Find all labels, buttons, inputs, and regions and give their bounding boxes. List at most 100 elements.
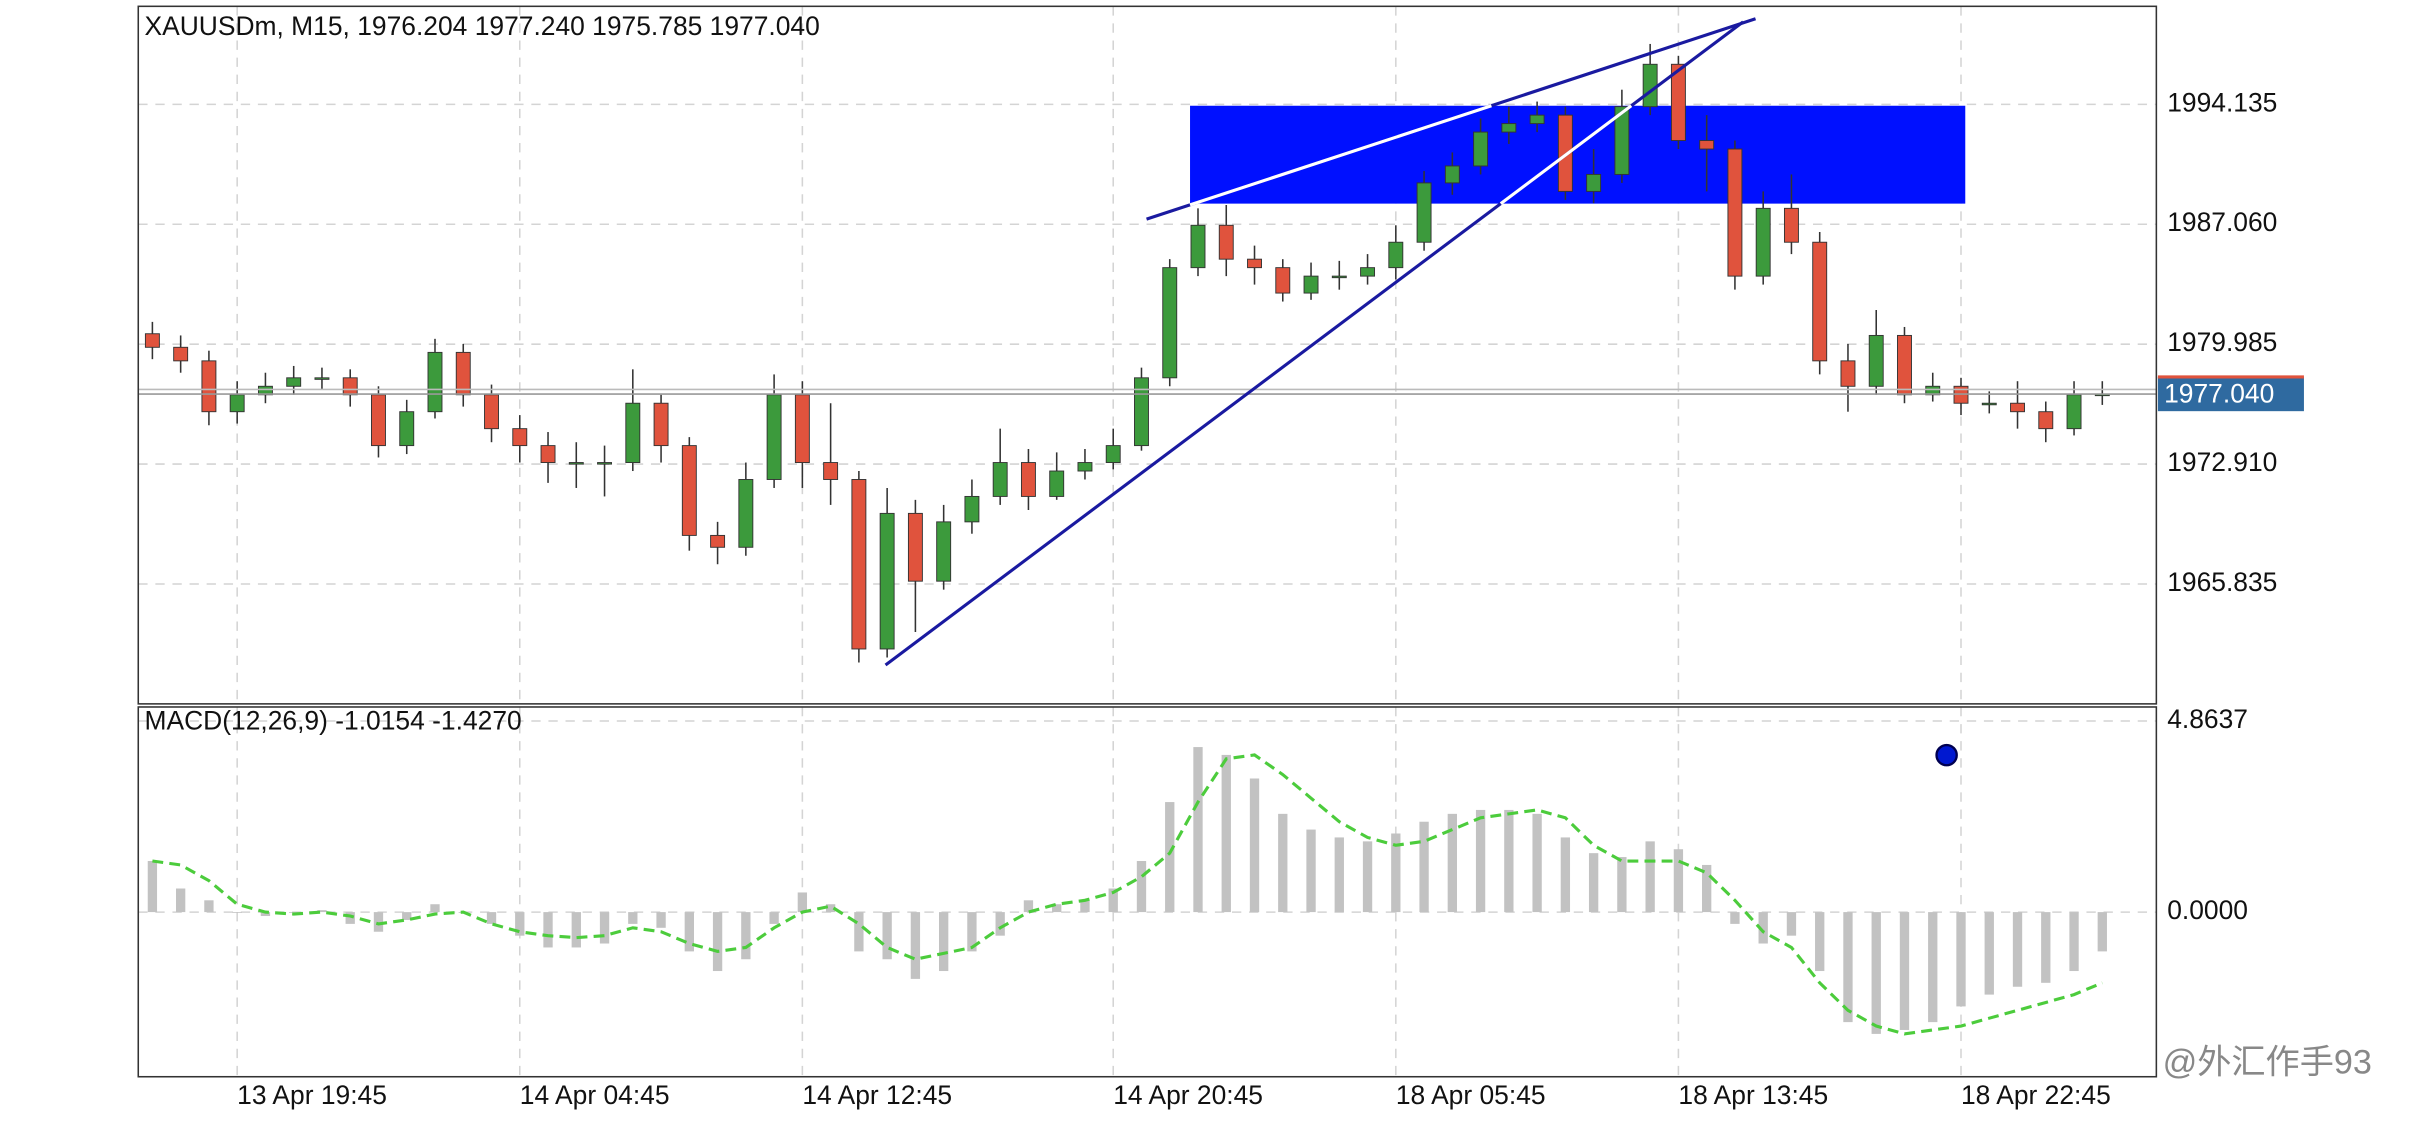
candle-body <box>936 521 952 582</box>
candle-body <box>1077 462 1093 472</box>
histogram-bar <box>1080 900 1090 913</box>
candle-body <box>286 377 302 387</box>
candle-body <box>1416 182 1432 243</box>
candle-body <box>342 377 358 396</box>
trendline <box>1189 104 1492 207</box>
histogram-bar <box>712 912 723 972</box>
histogram-bar <box>854 912 864 952</box>
histogram-bar <box>2069 912 2079 972</box>
histogram-bar <box>1165 802 1175 913</box>
histogram-bar <box>684 912 694 952</box>
candle-body <box>653 402 669 447</box>
histogram-bar <box>1362 841 1373 913</box>
histogram-bar <box>345 912 355 924</box>
candle-body <box>1614 106 1630 175</box>
trendline <box>1499 104 1633 205</box>
x-tick-label: 18 Apr 05:45 <box>1396 1080 1546 1110</box>
candle-body <box>1020 462 1036 497</box>
histogram-bar <box>1645 841 1655 913</box>
histogram-bar <box>599 912 610 944</box>
histogram-bar <box>628 912 638 924</box>
candle-body <box>540 445 556 464</box>
histogram-bar <box>1730 912 1740 924</box>
histogram-bar <box>656 912 666 928</box>
candle-body <box>1303 275 1319 294</box>
histogram-bar <box>571 912 581 948</box>
candle-body <box>1473 131 1489 167</box>
histogram-bar <box>1843 912 1853 1023</box>
main-frame <box>137 5 2158 705</box>
histogram-bar <box>543 912 553 948</box>
candle-body <box>851 479 867 650</box>
histogram-bar <box>1758 912 1768 944</box>
histogram-bar <box>289 912 299 913</box>
histogram-bar <box>1052 904 1062 913</box>
histogram-bar <box>147 861 158 913</box>
histogram-bar <box>1023 900 1034 913</box>
histogram-bar <box>995 912 1005 936</box>
candle-body <box>738 479 754 548</box>
watermark: @外汇作手93 <box>2163 1043 2372 1081</box>
histogram-bar <box>1560 837 1571 913</box>
candle-body <box>1812 241 1828 362</box>
histogram-bar <box>1588 853 1599 913</box>
candle-body <box>2066 394 2082 430</box>
histogram-bar <box>910 912 921 979</box>
candle-body <box>455 351 471 396</box>
candle-body <box>1049 470 1065 497</box>
zone-rectangle <box>1190 105 1966 204</box>
histogram-bar <box>1278 813 1288 913</box>
candle-body <box>1727 148 1743 277</box>
candle-body <box>710 534 726 548</box>
histogram-bar <box>1334 837 1344 913</box>
candle-body <box>2038 411 2054 430</box>
candle-body <box>399 411 415 447</box>
histogram-bar <box>1532 813 1542 913</box>
candle-body <box>1783 207 1799 243</box>
histogram-bar <box>882 912 892 960</box>
histogram-bar <box>260 912 271 917</box>
x-tick-label: 18 Apr 22:45 <box>1961 1080 2111 1110</box>
y-tick-label: 1987.060 <box>2167 207 2277 237</box>
histogram-bar <box>1899 912 1910 1030</box>
histogram-bar <box>1447 813 1457 913</box>
y-tick-label: 4.8637 <box>2167 704 2248 734</box>
histogram-bar <box>430 904 440 913</box>
candle-body <box>1501 123 1517 133</box>
histogram-bar <box>797 892 808 913</box>
candle-body <box>879 512 895 650</box>
x-tick-label: 14 Apr 12:45 <box>802 1080 952 1110</box>
histogram-bar <box>967 912 977 952</box>
signal-line <box>152 753 2103 1036</box>
histogram-bar <box>769 912 779 924</box>
histogram-bar <box>1193 747 1203 913</box>
candle-body <box>1105 445 1121 464</box>
candle-body <box>1388 241 1404 269</box>
candle-body <box>1247 258 1262 269</box>
histogram-bar <box>825 904 836 913</box>
histogram-bar <box>2012 912 2023 987</box>
candle-body <box>1981 402 1997 406</box>
histogram-bar <box>939 912 949 972</box>
candle-body <box>1360 267 1376 277</box>
candle-body <box>1275 267 1291 294</box>
last-price-box <box>2157 376 2304 412</box>
y-tick-label: 1965.835 <box>2167 567 2277 597</box>
x-tick-label: 14 Apr 04:45 <box>520 1080 670 1110</box>
histogram-bar <box>515 912 525 936</box>
candle-body <box>314 377 330 380</box>
macd-title: MACD(12,26,9) -1.0154 -1.4270 <box>144 705 521 735</box>
candle-body <box>144 333 160 348</box>
histogram-bar <box>2097 912 2107 952</box>
candle-body <box>484 394 499 430</box>
histogram-bar <box>1815 912 1825 972</box>
histogram-bar <box>317 910 327 913</box>
histogram-bar <box>1475 809 1486 913</box>
histogram-bar <box>1306 829 1316 913</box>
candle-body <box>964 495 980 523</box>
chart-title: XAUUSDm, M15, 1976.204 1977.240 1975.785… <box>144 11 819 41</box>
histogram-bar <box>1221 754 1231 913</box>
candle-body <box>794 394 810 464</box>
candle-body <box>823 462 839 480</box>
